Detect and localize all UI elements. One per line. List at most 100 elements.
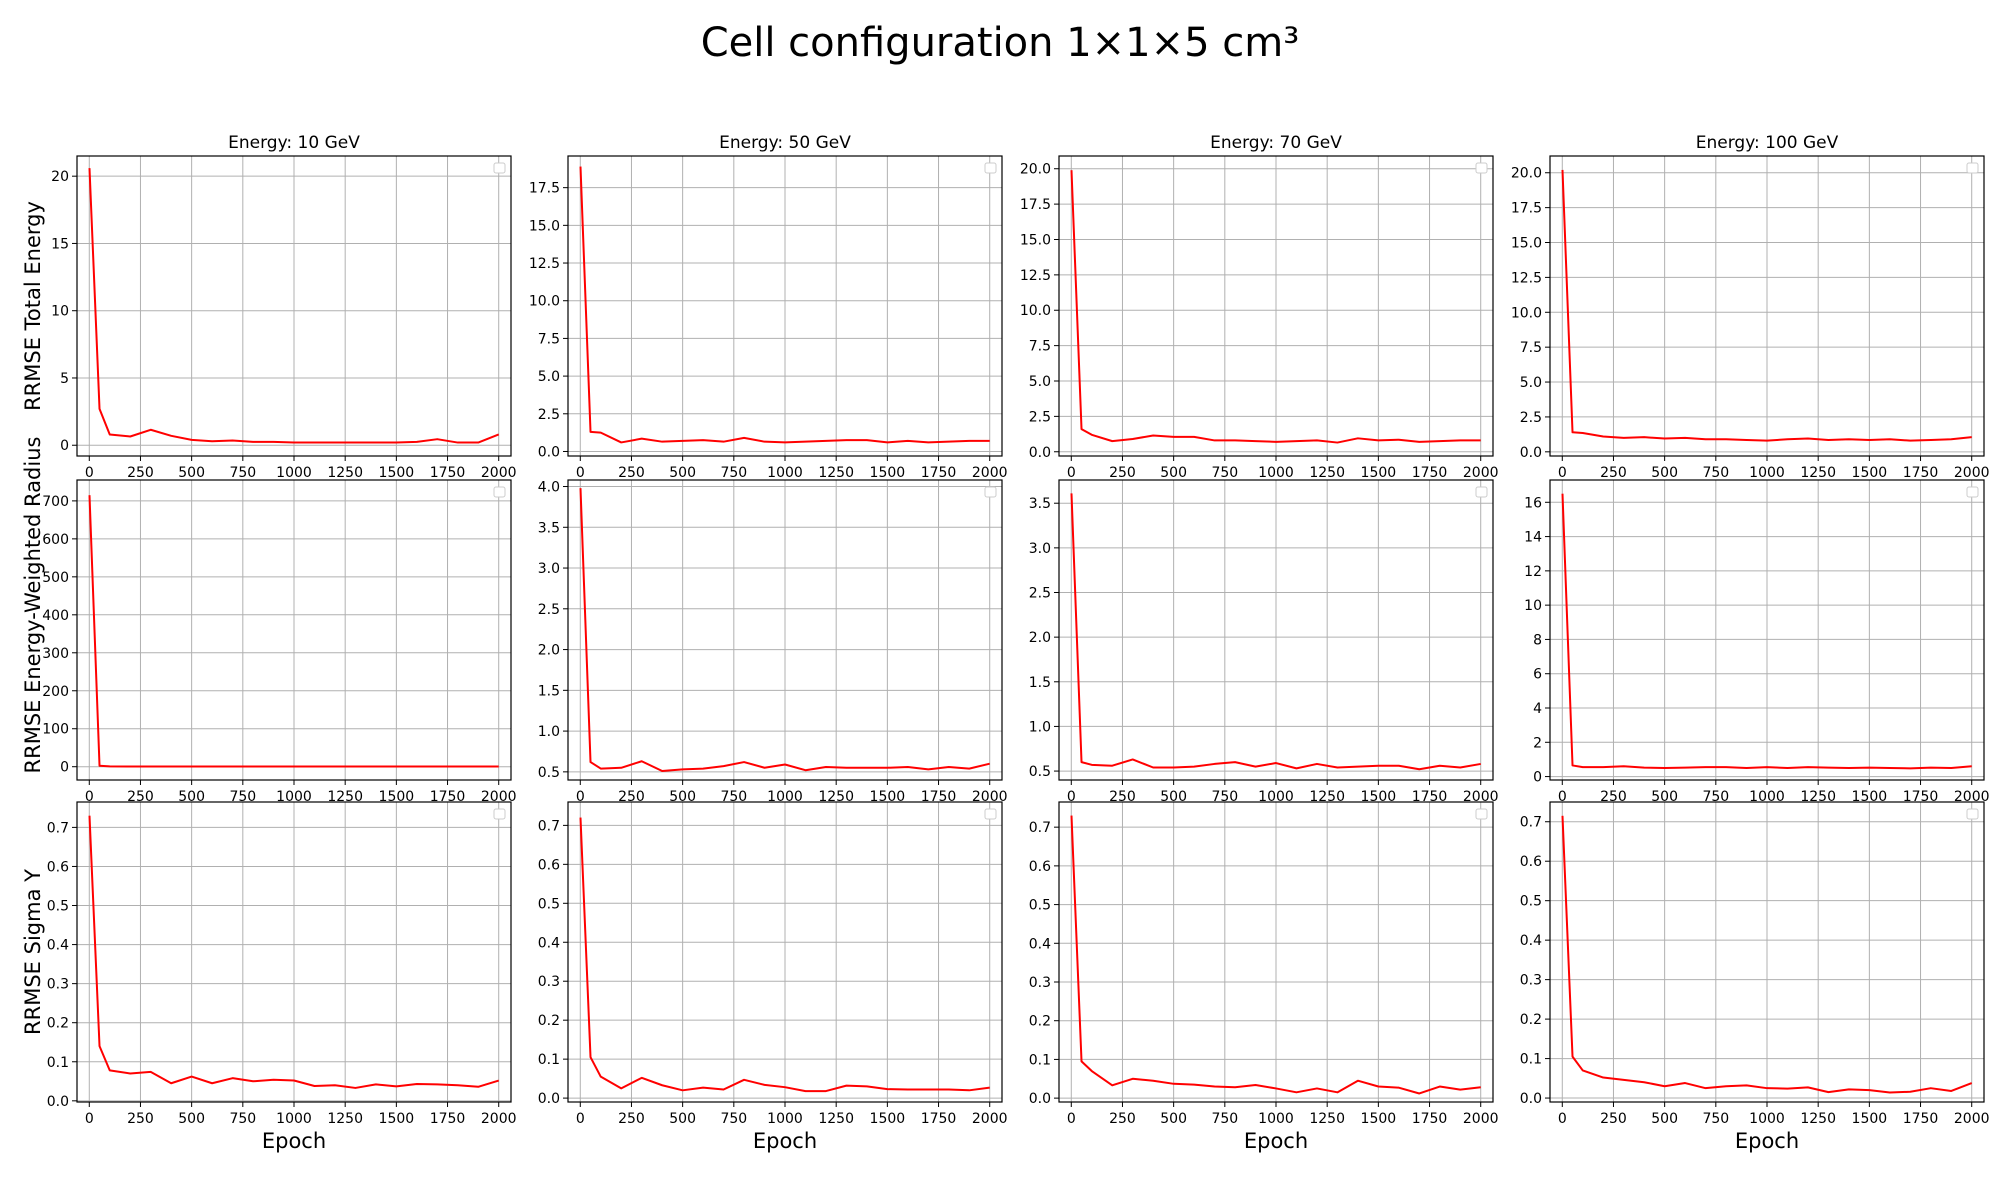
y-tick-label: 0.1 xyxy=(47,1055,69,1071)
x-tick-label: 2000 xyxy=(1954,1111,1990,1127)
x-tick-label: 250 xyxy=(1109,465,1136,481)
x-tick-label: 750 xyxy=(720,465,747,481)
x-tick-label: 750 xyxy=(1211,465,1238,481)
y-tick-label: 15 xyxy=(51,236,69,252)
legend-box xyxy=(1966,808,1979,820)
x-tick-label: 750 xyxy=(1702,465,1729,481)
y-tick-label: 0.5 xyxy=(538,765,560,781)
y-tick-label: 2.5 xyxy=(1029,409,1051,425)
x-tick-label: 500 xyxy=(178,465,205,481)
x-tick-label: 0 xyxy=(85,1111,94,1127)
y-tick-label: 10.0 xyxy=(1511,305,1542,321)
y-tick-label: 14 xyxy=(1524,530,1542,546)
subplot-6: 0 250 500 750 1000 1250 1500 1750 2000 0.5 1.0 1.5 2… xyxy=(538,479,1008,805)
y-tick-label: 0.1 xyxy=(538,1052,560,1068)
series-line xyxy=(579,817,990,1093)
x-tick-label: 1000 xyxy=(767,1111,803,1127)
y-tick-label: 0.0 xyxy=(1029,1091,1051,1107)
y-tick-label: 0.5 xyxy=(1029,898,1051,914)
x-tick-label: 1500 xyxy=(1361,789,1397,805)
y-tick-label: 12.5 xyxy=(1511,270,1542,286)
x-tick-label: 1000 xyxy=(767,789,803,805)
series-line xyxy=(1561,169,1972,442)
y-tick-label: 5.0 xyxy=(1029,374,1051,390)
x-tick-label: 500 xyxy=(669,789,696,805)
y-tick-label: 0.7 xyxy=(47,820,69,836)
subplot-3: 0 250 500 750 1000 1250 1500 1750 2000 0.0 2.5 5.0 7… xyxy=(1020,133,1499,481)
y-axis-label: RRMSE Energy-Weighted Radius xyxy=(21,437,45,774)
x-tick-label: 2000 xyxy=(972,1111,1008,1127)
legend-box xyxy=(493,486,506,498)
x-tick-label: 1750 xyxy=(921,789,957,805)
y-tick-label: 0.0 xyxy=(538,444,560,460)
x-tick-label: 0 xyxy=(1067,789,1076,805)
y-tick-label: 17.5 xyxy=(1511,201,1542,217)
x-tick-label: 1750 xyxy=(1903,1111,1939,1127)
x-tick-label: 0 xyxy=(1558,1111,1567,1127)
x-tick-label: 1250 xyxy=(1800,789,1836,805)
y-tick-label: 1.5 xyxy=(538,683,560,699)
y-tick-label: 12 xyxy=(1524,564,1542,580)
x-tick-label: 2000 xyxy=(1954,465,1990,481)
series-line xyxy=(579,166,990,444)
y-tick-label: 8 xyxy=(1533,632,1542,648)
x-tick-label: 1750 xyxy=(921,465,957,481)
x-tick-label: 250 xyxy=(618,789,645,805)
y-tick-label: 0.0 xyxy=(1520,445,1542,461)
x-tick-label: 0 xyxy=(1067,1111,1076,1127)
x-tick-label: 2000 xyxy=(481,789,517,805)
x-tick-label: 250 xyxy=(127,465,154,481)
y-tick-label: 0.4 xyxy=(47,938,69,954)
y-tick-label: 400 xyxy=(42,608,69,624)
x-tick-label: 2000 xyxy=(1463,465,1499,481)
y-tick-label: 12.5 xyxy=(529,256,560,272)
legend-box xyxy=(984,162,997,174)
x-tick-label: 1500 xyxy=(1361,1111,1397,1127)
x-tick-label: 1500 xyxy=(379,1111,415,1127)
y-tick-label: 16 xyxy=(1524,495,1542,511)
x-tick-label: 1750 xyxy=(1412,789,1448,805)
subplot-12: 0 250 500 750 1000 1250 1500 1750 2000 0.0 0.1 0.2 0… xyxy=(1520,801,1990,1153)
legend-box xyxy=(493,162,506,174)
y-tick-label: 4.0 xyxy=(538,480,560,496)
x-tick-label: 1250 xyxy=(818,465,854,481)
x-tick-label: 1000 xyxy=(276,789,312,805)
x-tick-label: 1000 xyxy=(276,465,312,481)
y-tick-label: 7.5 xyxy=(1520,340,1542,356)
series-line xyxy=(88,168,500,444)
y-tick-label: 10.0 xyxy=(1020,303,1051,319)
x-tick-label: 750 xyxy=(1211,789,1238,805)
y-tick-label: 0.0 xyxy=(538,1091,560,1107)
y-tick-label: 0 xyxy=(1533,770,1542,786)
y-tick-label: 12.5 xyxy=(1020,268,1051,284)
x-tick-label: 1000 xyxy=(1258,465,1294,481)
y-tick-label: 15.0 xyxy=(1020,232,1051,248)
y-tick-label: 5.0 xyxy=(538,369,560,385)
y-tick-label: 0.3 xyxy=(1029,975,1051,991)
subplot-2: 0 250 500 750 1000 1250 1500 1750 2000 0.0 2.5 5.0 7… xyxy=(529,133,1008,481)
y-tick-label: 3.5 xyxy=(538,520,560,536)
x-tick-label: 500 xyxy=(1160,465,1187,481)
y-tick-label: 0.2 xyxy=(1029,1014,1051,1030)
series-line xyxy=(1561,815,1973,1094)
y-tick-label: 17.5 xyxy=(1020,197,1051,213)
x-tick-label: 750 xyxy=(229,465,256,481)
x-tick-label: 1250 xyxy=(1800,1111,1836,1127)
y-tick-label: 15.0 xyxy=(529,218,560,234)
y-tick-label: 0.5 xyxy=(1520,894,1542,910)
subplot-title: Energy: 100 GeV xyxy=(1696,133,1839,153)
legend-box xyxy=(1475,808,1488,820)
y-tick-label: 10 xyxy=(1524,598,1542,614)
subplot-7: 0 250 500 750 1000 1250 1500 1750 2000 0.5 1.0 1.5 2… xyxy=(1029,479,1499,805)
x-tick-label: 250 xyxy=(618,1111,645,1127)
x-tick-label: 1750 xyxy=(1412,1111,1448,1127)
y-tick-label: 0.7 xyxy=(538,818,560,834)
y-tick-label: 0.2 xyxy=(538,1013,560,1029)
series-line xyxy=(1070,815,1481,1095)
y-tick-label: 0.5 xyxy=(538,896,560,912)
subplot-title: Energy: 10 GeV xyxy=(228,133,360,153)
x-tick-label: 750 xyxy=(229,1111,256,1127)
x-tick-label: 1500 xyxy=(870,465,906,481)
y-tick-label: 0.1 xyxy=(1520,1052,1542,1068)
x-tick-label: 1750 xyxy=(1903,789,1939,805)
